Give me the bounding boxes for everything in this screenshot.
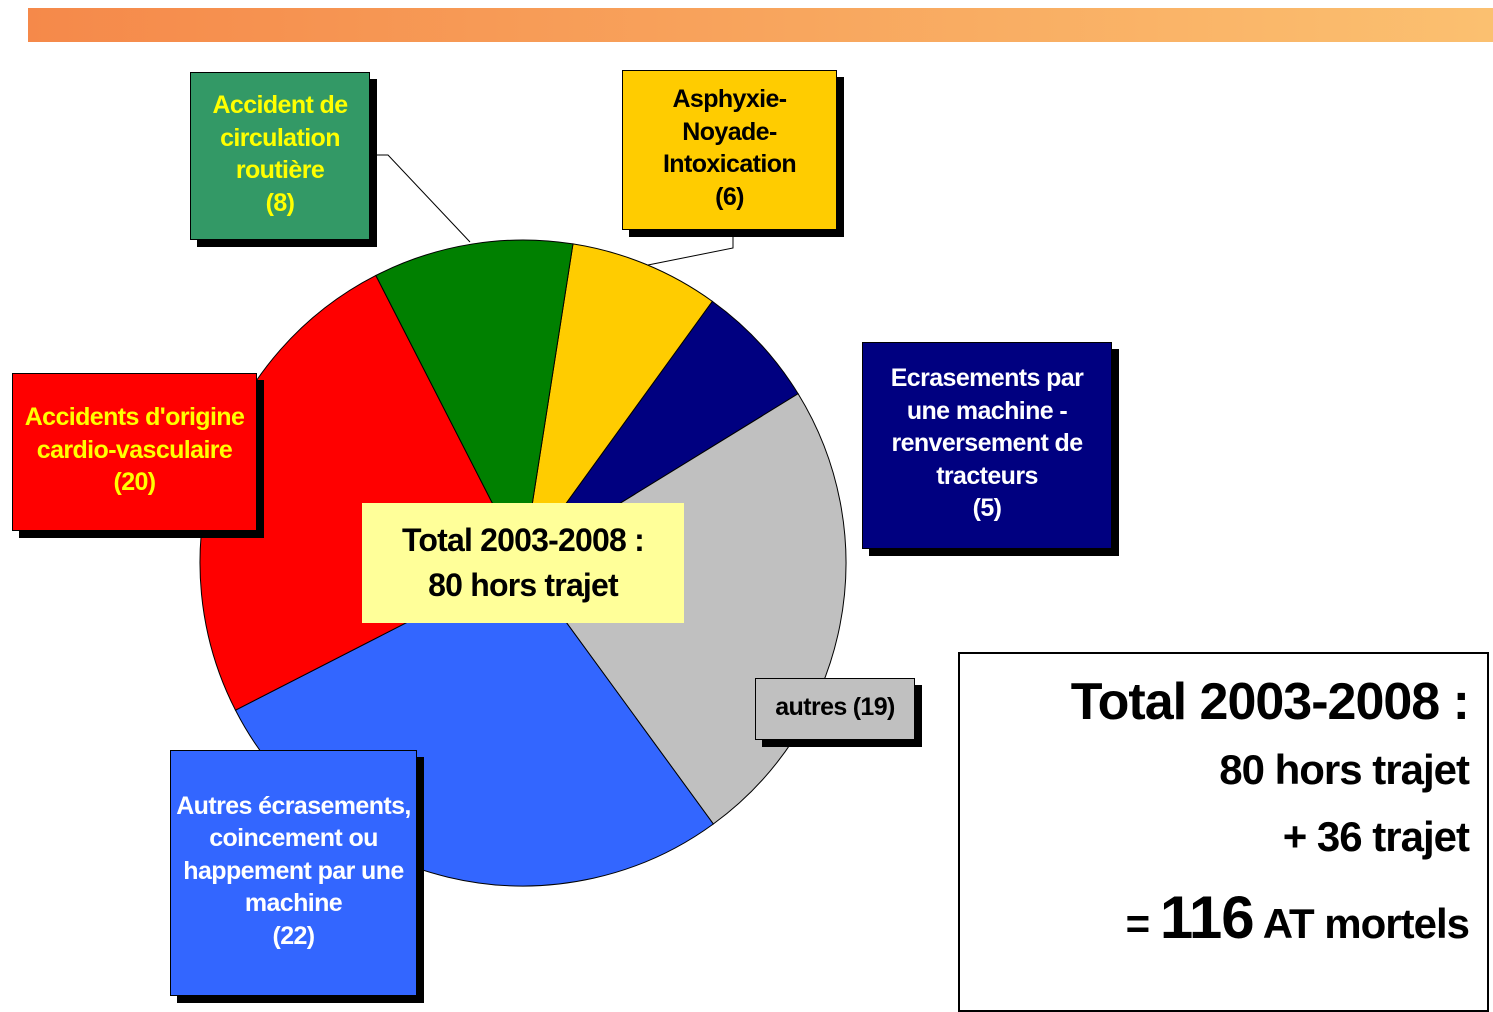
- summary-line: 80 hors trajet: [1219, 746, 1470, 793]
- slice-label: autres (19): [755, 678, 915, 740]
- slice-label: Asphyxie-Noyade-Intoxication (6): [622, 70, 837, 230]
- pie-slice: [522, 300, 799, 564]
- header-bar: [28, 8, 1493, 42]
- leader-line: [647, 232, 734, 266]
- total-value: 116: [1159, 884, 1255, 952]
- value-label: (20): [113, 468, 156, 497]
- category-label: Asphyxie-Noyade-Intoxication: [662, 85, 797, 178]
- slice-label: Accident de circulation routière (8): [190, 72, 370, 240]
- category-label: autres: [775, 692, 847, 721]
- pie-slice: [375, 239, 574, 565]
- category-label: Autres écrasements, coincement ou happem…: [176, 791, 411, 918]
- value-label: (8): [265, 188, 295, 217]
- leader-line: [372, 154, 471, 243]
- value-label: (19): [852, 692, 896, 721]
- summary-box: Total 2003-2008 : 80 hors trajet + 36 tr…: [958, 652, 1489, 1012]
- summary-total: = 116 AT mortels: [960, 870, 1470, 966]
- pie-slice: [522, 243, 714, 564]
- value-label: (22): [272, 921, 315, 950]
- slice-label: Autres écrasements, coincement ou happem…: [170, 750, 417, 996]
- slice-label: Ecrasements par une machine - renverseme…: [862, 342, 1112, 549]
- center-annotation: Total 2003-2008 : 80 hors trajet: [362, 503, 684, 623]
- value-label: (6): [715, 182, 744, 211]
- summary-line: + 36 trajet: [1282, 813, 1470, 861]
- category-label: Ecrasements par une machine - renverseme…: [890, 364, 1084, 490]
- summary-title: Total 2003-2008 :: [1070, 673, 1470, 731]
- category-label: Accidents d'origine cardio-vasculaire: [24, 403, 245, 464]
- category-label: Accident de circulation routière: [212, 91, 348, 184]
- slice-label: Accidents d'origine cardio-vasculaire (2…: [12, 373, 257, 531]
- total-suffix: AT mortels: [1262, 900, 1470, 948]
- value-label: (5): [972, 494, 1002, 523]
- total-prefix: =: [1125, 900, 1151, 948]
